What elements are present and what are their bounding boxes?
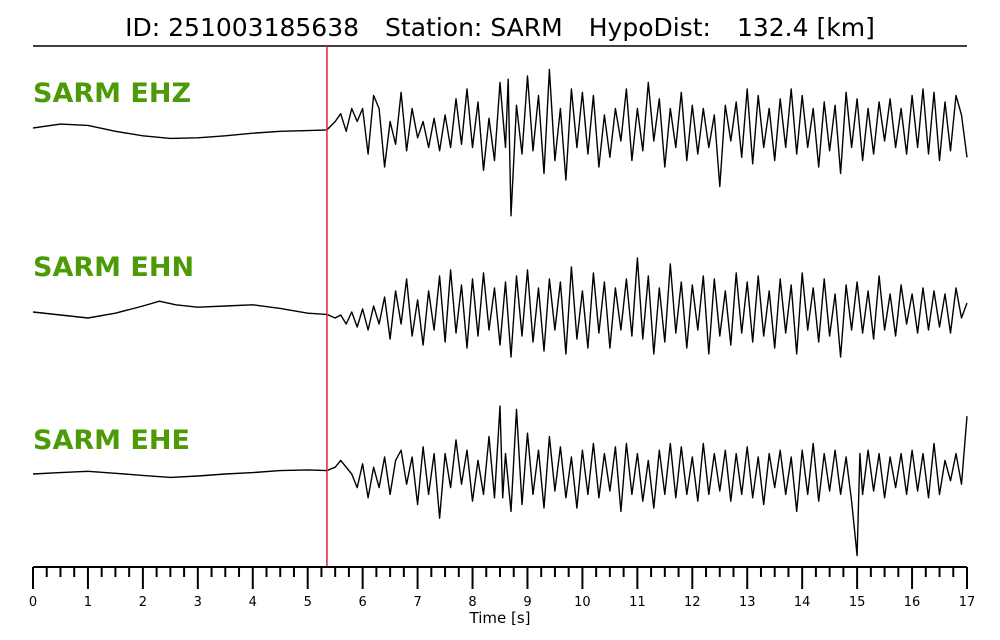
station-value: SARM [490, 13, 562, 42]
waveform-line [32, 68, 968, 217]
trace-label: SARM EHN [33, 252, 194, 283]
trace-2: SARM EHN [32, 252, 968, 358]
tick-label: 12 [684, 595, 701, 610]
tick-label: 15 [849, 595, 866, 610]
tick-label: 11 [629, 595, 646, 610]
event-id-value: 251003185638 [168, 13, 359, 42]
trace-label: SARM EHZ [33, 78, 191, 109]
tick-label: 1 [84, 595, 92, 610]
tick-label: 13 [739, 595, 756, 610]
hypodist-unit: [km] [817, 13, 875, 42]
waveform-line [32, 257, 968, 358]
tick-label: 17 [959, 595, 976, 610]
chart-title: ID: 251003185638 Station: SARM HypoDist: 132.… [125, 13, 875, 42]
tick-label: 5 [304, 595, 312, 610]
hypodist-label: HypoDist: [589, 13, 711, 42]
tick-label: 2 [139, 595, 147, 610]
trace-label: SARM EHE [33, 425, 190, 456]
trace-1: SARM EHZ [32, 68, 968, 217]
tick-label: 16 [904, 595, 921, 610]
x-axis-label: Time [s] [469, 609, 531, 627]
tick-label: 0 [29, 595, 37, 610]
event-id-label: ID: [125, 13, 160, 42]
tick-label: 7 [413, 595, 421, 610]
tick-label: 3 [194, 595, 202, 610]
tick-label: 8 [468, 595, 476, 610]
station-label: Station: [385, 13, 482, 42]
tick-label: 4 [249, 595, 257, 610]
waveform-line [32, 405, 968, 557]
tick-label: 6 [359, 595, 367, 610]
traces: SARM EHZ SARM EHN SARM EHE [32, 68, 968, 557]
tick-label: 14 [794, 595, 811, 610]
tick-label: 10 [574, 595, 591, 610]
time-axis: 0 1 2 3 4 5 6 7 8 9 10 11 12 13 14 15 16 17 [29, 566, 976, 610]
hypodist-value: 132.4 [737, 13, 809, 42]
tick-label: 9 [523, 595, 531, 610]
trace-3: SARM EHE [32, 405, 968, 557]
